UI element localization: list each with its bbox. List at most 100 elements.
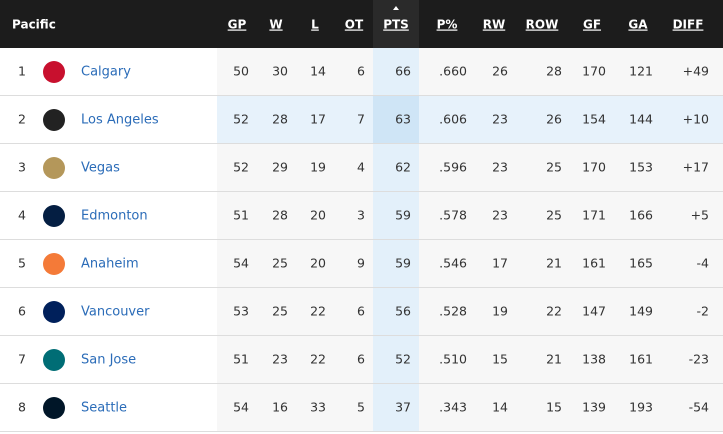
stats-bg — [217, 192, 723, 240]
team-logo — [43, 253, 65, 275]
stat: 51 — [233, 208, 249, 223]
column-header[interactable]: OT — [345, 18, 364, 32]
stat: .578 — [439, 208, 467, 223]
stat: 161 — [629, 352, 653, 367]
team-logo — [43, 301, 65, 323]
pts-col-bg — [373, 192, 419, 240]
team-name[interactable]: Los Angeles — [81, 113, 159, 128]
stat: 22 — [310, 352, 326, 367]
column-header[interactable]: GA — [628, 18, 648, 32]
column-header[interactable]: RW — [483, 18, 505, 32]
team-logo — [43, 157, 65, 179]
rank: 4 — [18, 208, 26, 223]
team-name[interactable]: Anaheim — [81, 257, 139, 272]
column-header[interactable]: P% — [437, 18, 458, 32]
team-logo — [43, 109, 65, 131]
team-name[interactable]: Vegas — [81, 161, 120, 176]
pts-col-bg — [373, 48, 419, 96]
rank: 1 — [18, 64, 26, 79]
stat: 21 — [546, 256, 562, 271]
stat: 22 — [546, 304, 562, 319]
stat: 15 — [546, 400, 562, 415]
team-name[interactable]: Vancouver — [81, 305, 150, 320]
stat: 4 — [357, 160, 365, 175]
stat: 9 — [357, 256, 365, 271]
stat: 17 — [310, 112, 326, 127]
team-cell-bg — [0, 336, 217, 384]
stat: 52 — [233, 112, 249, 127]
team-name[interactable]: San Jose — [81, 353, 136, 368]
team-cell-bg — [0, 288, 217, 336]
pts-col-bg — [373, 288, 419, 336]
stat: 6 — [357, 304, 365, 319]
column-header[interactable]: GF — [583, 18, 601, 32]
rank: 2 — [18, 112, 26, 127]
stat: 149 — [629, 304, 653, 319]
team-cell-bg — [0, 240, 217, 288]
stat: 139 — [582, 400, 606, 415]
stat: .510 — [439, 352, 467, 367]
stat: 138 — [582, 352, 606, 367]
column-header[interactable]: DIFF — [673, 18, 704, 32]
stat: 165 — [629, 256, 653, 271]
team-cell-bg — [0, 96, 217, 144]
stat: 52 — [395, 352, 411, 367]
header-bar — [0, 0, 723, 48]
stat: 26 — [492, 64, 508, 79]
stat: 23 — [272, 352, 288, 367]
stat: 171 — [582, 208, 606, 223]
stat: 59 — [395, 256, 411, 271]
stat: 29 — [272, 160, 288, 175]
stat: 52 — [233, 160, 249, 175]
stat: 33 — [310, 400, 326, 415]
stat: 53 — [233, 304, 249, 319]
stat: 170 — [582, 160, 606, 175]
stats-bg — [217, 336, 723, 384]
column-header[interactable]: GP — [228, 18, 247, 32]
stat: 25 — [272, 256, 288, 271]
pts-col-bg — [373, 96, 419, 144]
stats-bg — [217, 144, 723, 192]
team-cell-bg — [0, 48, 217, 96]
pts-col-bg — [373, 384, 419, 432]
stat: 19 — [310, 160, 326, 175]
team-logo — [43, 349, 65, 371]
stat: -2 — [697, 304, 709, 319]
stat: 147 — [582, 304, 606, 319]
stat: 62 — [395, 160, 411, 175]
team-name[interactable]: Edmonton — [81, 209, 148, 224]
stat: 37 — [395, 400, 411, 415]
stat: 17 — [492, 256, 508, 271]
stat: 121 — [629, 64, 653, 79]
stat: .596 — [439, 160, 467, 175]
column-header[interactable]: ROW — [526, 18, 559, 32]
team-cell-bg — [0, 384, 217, 432]
stat: 144 — [629, 112, 653, 127]
team-name[interactable]: Seattle — [81, 401, 127, 416]
stat: 14 — [492, 400, 508, 415]
stat: 50 — [233, 64, 249, 79]
stat: 20 — [310, 208, 326, 223]
team-logo — [43, 397, 65, 419]
stat: 23 — [492, 160, 508, 175]
column-header[interactable]: L — [311, 18, 319, 32]
stats-bg — [217, 384, 723, 432]
stat: -23 — [689, 352, 709, 367]
stat: 66 — [395, 64, 411, 79]
stat: 54 — [233, 400, 249, 415]
stat: 6 — [357, 352, 365, 367]
stat: 5 — [357, 400, 365, 415]
stat: 25 — [272, 304, 288, 319]
stats-bg — [217, 96, 723, 144]
stat: .546 — [439, 256, 467, 271]
stat: +17 — [683, 160, 709, 175]
stat: 22 — [310, 304, 326, 319]
stat: 23 — [492, 208, 508, 223]
column-header[interactable]: W — [269, 18, 282, 32]
stat: .660 — [439, 64, 467, 79]
stat: 59 — [395, 208, 411, 223]
team-name[interactable]: Calgary — [81, 65, 131, 80]
column-header[interactable]: PTS — [383, 18, 409, 32]
team-logo — [43, 205, 65, 227]
